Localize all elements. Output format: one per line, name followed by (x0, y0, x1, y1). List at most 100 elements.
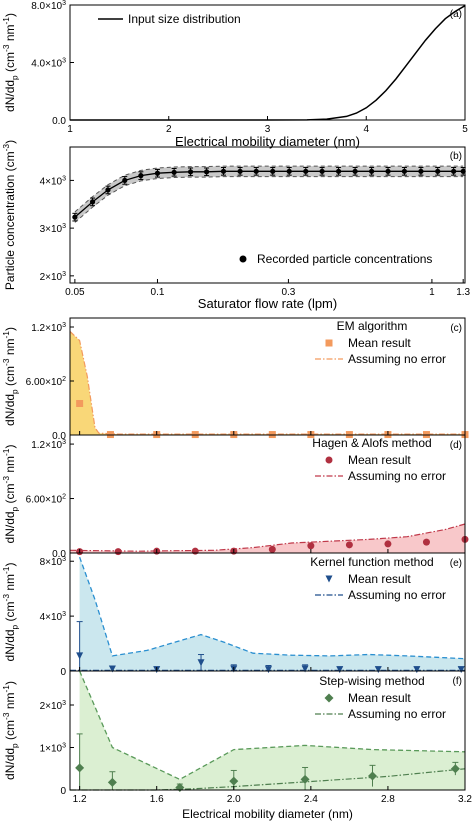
panel-d-no-error-line (69, 523, 466, 552)
panel-b-point (435, 168, 441, 174)
panel-b-point (122, 177, 128, 184)
panel-d-method-title: Hagen & Alofs method (312, 436, 431, 450)
panel-f-ytick-label: 1×103 (40, 743, 67, 755)
panel-f-xtick-label: 1.2 (73, 794, 87, 805)
panel-c-ytick-label: 6.00×102 (26, 376, 66, 388)
panel-a-ytick-label: 0.0 (52, 116, 66, 127)
panel-f-envelope-line (79, 670, 466, 781)
panel-e-mean-point (301, 665, 309, 673)
panel-c-ylabel: dN/ddp (cm-3 nm-1) (1, 327, 19, 426)
panel-e-mean-point (457, 666, 465, 674)
panel-b-point (319, 168, 325, 174)
panel-f-mean-point (107, 777, 117, 787)
panel-b-point (335, 168, 342, 174)
panel-f-ytick-label: 0 (60, 786, 66, 797)
panel-b-point (154, 170, 161, 176)
panel-b-point (451, 168, 457, 174)
panel-f-area (79, 671, 465, 790)
panel-a-xtick-label: 2 (166, 124, 172, 135)
panel-b-point (72, 214, 78, 220)
panel-f-mean-point (75, 763, 85, 773)
panel-b-band-upper (74, 165, 464, 213)
panel-b-point (286, 168, 292, 174)
panel-d-label: (d) (450, 440, 462, 451)
panel-d-ytick-label: 1.2×103 (31, 439, 66, 451)
panel-c-method-title: EM algorithm (337, 319, 408, 333)
panel-d-mean-point (384, 540, 392, 548)
panel-e-mean-point (413, 666, 421, 674)
panel-f-legend-marker (324, 693, 334, 703)
panel-b-point (401, 168, 408, 174)
panel-a-ytick-label: 8.0×103 (31, 0, 66, 12)
panel-d-area (70, 524, 465, 553)
panel-f-legend-no-error-label: Assuming no error (348, 707, 446, 721)
panel-d-legend-no-error-label: Assuming no error (348, 469, 446, 483)
panel-b-legend-swatch (239, 255, 247, 263)
panel-a-ytick-label: 4.0×103 (31, 58, 66, 70)
panel-b-label: (b) (450, 151, 462, 162)
panel-f-legend-mean-label: Mean result (348, 691, 411, 705)
panel-e-mean-point (374, 666, 382, 674)
panel-d-legend-marker (325, 456, 333, 464)
panel-a-legend-label: Input size distribution (128, 12, 241, 26)
panel-f-axes-frame (69, 670, 466, 791)
panel-f-xtick-label: 2.0 (227, 794, 241, 805)
panel-b-ytick-label: 3×103 (40, 223, 67, 235)
panel-c-legend-mean-label: Mean result (348, 336, 411, 350)
panel-b-xlabel: Saturator flow rate (lpm) (198, 296, 337, 311)
panel-f-xlabel: Electrical mobility diameter (nm) (182, 807, 353, 821)
panel-d-ylabel: dN/ddp (cm-3 nm-1) (1, 445, 19, 544)
panel-b-point (253, 168, 259, 174)
panel-b-xtick-label: 1 (429, 287, 435, 298)
panel-b-point (187, 169, 194, 175)
panel-b-point (138, 173, 144, 179)
panel-e-legend-marker (325, 575, 333, 583)
panel-a-ylabel: dN/ddp (cm-3 nm-1) (1, 13, 19, 112)
panel-e-legend-mean-label: Mean result (348, 572, 411, 586)
panel-d-ytick-label: 6.00×102 (26, 494, 66, 506)
panel-e-ytick-label: 4×103 (40, 611, 67, 623)
panel-e-mean-point (108, 665, 116, 673)
panel-a-label: (a) (450, 9, 462, 20)
panel-b-point (203, 169, 210, 175)
panel-a-line-input-size (70, 5, 466, 121)
panel-b-point (270, 168, 276, 174)
panel-b-fit-line (74, 170, 464, 218)
panel-b-xtick-label: 0.3 (281, 287, 295, 298)
panel-c-legend-marker (325, 339, 333, 347)
panel-c-ytick-label: 1.2×103 (31, 322, 66, 334)
panel-f-mean-point (300, 774, 310, 784)
panel-d-ytick-label: 0.0 (52, 549, 66, 560)
panel-a-xtick-label: 1 (67, 124, 73, 135)
panel-d-mean-point (191, 547, 199, 555)
panel-f-ytick-label: 2×103 (40, 700, 67, 712)
panel-c-mean-point (76, 400, 84, 407)
panel-f-ylabel: dN/ddp (cm-3 nm-1) (1, 681, 19, 780)
panel-b-axes-frame (69, 146, 466, 284)
panel-e-mean-point (197, 659, 205, 667)
panel-b-point (105, 187, 111, 193)
panel-b-point (237, 168, 243, 174)
panel-b-band-lower (74, 176, 464, 223)
panel-f-mean-point (450, 764, 460, 774)
panel-b-point (89, 199, 96, 205)
panel-b-point (418, 168, 424, 174)
panel-c-label: (c) (450, 323, 462, 334)
panel-b-xtick-label: 0.1 (151, 287, 165, 298)
panel-b-ytick-label: 4×103 (40, 175, 67, 187)
panel-b-point (171, 169, 177, 175)
panel-d-mean-point (422, 538, 430, 546)
panel-b-ytick-label: 2×103 (40, 271, 67, 283)
panel-b-point (460, 168, 466, 174)
panel-e-envelope-line (78, 556, 466, 660)
panel-b-point (352, 168, 358, 174)
panel-f-label: (f) (453, 676, 462, 687)
panel-b-ylabel: Particle concentration (cm-3) (1, 140, 17, 290)
panel-d-mean-point (268, 545, 276, 553)
panel-c-legend-no-error-label: Assuming no error (348, 352, 446, 366)
panel-b-xtick-label: 1.3 (456, 287, 470, 298)
panel-e-mean-point (76, 652, 84, 660)
panel-f-xtick-label: 3.2 (458, 794, 472, 805)
panel-f-method-title: Step-wising method (319, 674, 424, 688)
